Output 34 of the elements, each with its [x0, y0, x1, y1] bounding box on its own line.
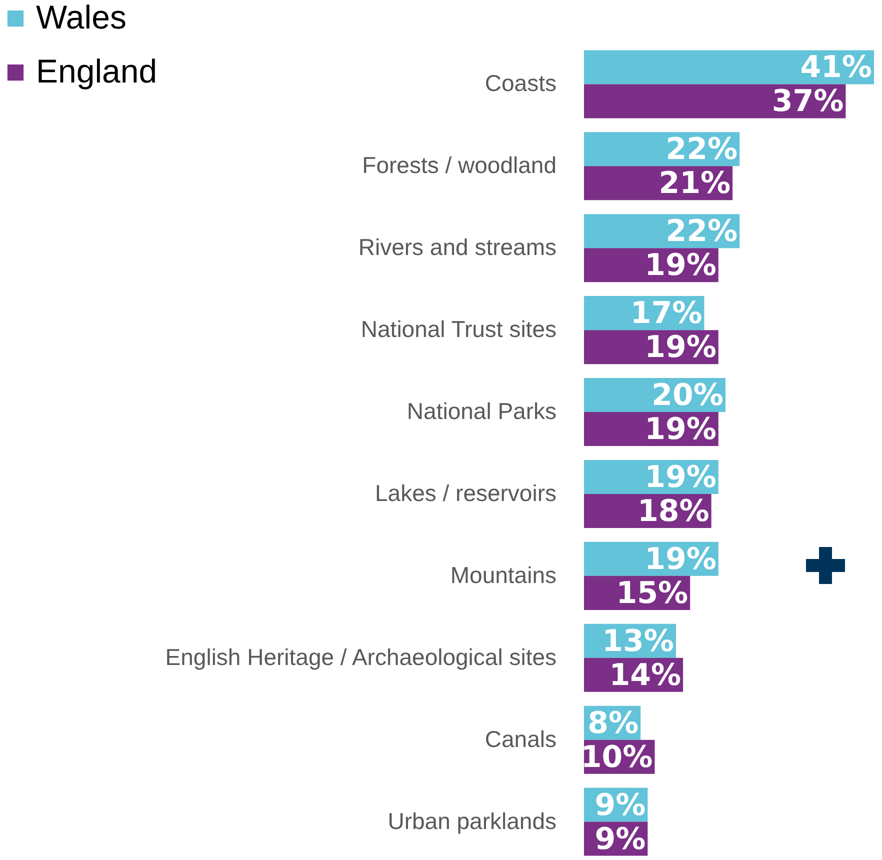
- data-label: 19%: [644, 412, 716, 448]
- data-label: 9%: [594, 788, 646, 823]
- data-label: 14%: [609, 658, 682, 693]
- data-label: 21%: [658, 166, 731, 202]
- y-tick-label: Mountains: [450, 562, 556, 588]
- data-label: 19%: [644, 542, 716, 577]
- y-tick-label: Rivers and streams: [358, 234, 556, 260]
- data-label: 8%: [588, 706, 639, 741]
- data-label: 17%: [630, 296, 702, 332]
- data-label: 10%: [580, 740, 653, 775]
- data-label: 37%: [772, 84, 844, 120]
- y-tick-label: Canals: [484, 726, 556, 752]
- data-label: 19%: [644, 330, 716, 366]
- data-label: 20%: [652, 378, 724, 414]
- y-tick-label: National Parks: [406, 398, 556, 424]
- data-label: 22%: [666, 132, 738, 168]
- data-label: 13%: [602, 624, 674, 659]
- bar: [584, 50, 874, 84]
- data-label: 15%: [616, 576, 688, 611]
- y-tick-label: Urban parklands: [388, 808, 556, 834]
- data-label: 9%: [594, 822, 646, 857]
- y-tick-label: Coasts: [484, 70, 556, 96]
- y-tick-label: Forests / woodland: [362, 152, 556, 178]
- data-label: 18%: [638, 494, 710, 529]
- data-label: 41%: [800, 50, 872, 86]
- legend-label: England: [36, 52, 158, 90]
- legend-label: Wales: [36, 0, 126, 36]
- data-label: 22%: [666, 214, 738, 250]
- y-tick-label: Lakes / reservoirs: [374, 480, 556, 506]
- y-tick-label: English Heritage / Archaeological sites: [165, 644, 556, 670]
- bar: [584, 84, 846, 118]
- data-label: 19%: [644, 248, 716, 284]
- data-label: 19%: [644, 460, 716, 495]
- y-tick-label: National Trust sites: [360, 316, 556, 342]
